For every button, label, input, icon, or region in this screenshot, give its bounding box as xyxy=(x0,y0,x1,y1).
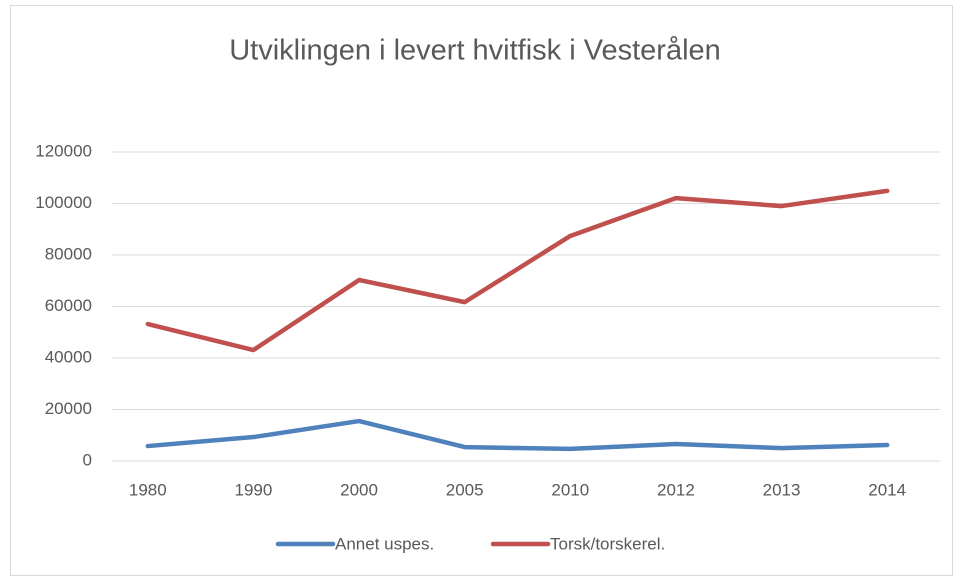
x-tick-label: 1990 xyxy=(235,480,273,499)
series-line xyxy=(145,418,890,452)
legend-label: Annet uspes. xyxy=(335,534,434,553)
y-tick-label: 100000 xyxy=(35,193,92,212)
x-tick-label: 2000 xyxy=(340,480,378,499)
y-tick-label: 80000 xyxy=(45,244,92,263)
x-tick-label: 2012 xyxy=(657,480,695,499)
x-tick-label: 1980 xyxy=(129,480,167,499)
y-tick-label: 0 xyxy=(83,450,92,469)
legend-label: Torsk/torskerel. xyxy=(550,534,665,553)
x-tick-label: 2014 xyxy=(868,480,906,499)
y-tick-label: 40000 xyxy=(45,347,92,366)
x-tick-label: 2005 xyxy=(446,480,484,499)
series-line xyxy=(145,188,890,353)
chart-title: Utviklingen i levert hvitfisk i Vesterål… xyxy=(229,35,721,67)
y-tick-label: 60000 xyxy=(45,296,92,315)
x-tick-label: 2013 xyxy=(763,480,801,499)
y-tick-label: 120000 xyxy=(35,141,92,160)
x-tick-label: 2010 xyxy=(551,480,589,499)
y-tick-label: 20000 xyxy=(45,399,92,418)
